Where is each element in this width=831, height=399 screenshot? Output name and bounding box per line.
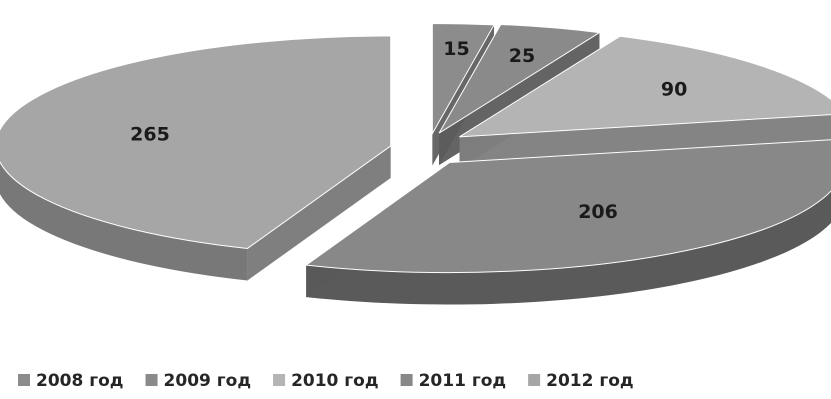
legend-swatch xyxy=(400,374,413,386)
legend-item-3: 2010 год xyxy=(273,371,379,391)
data-label-5: 265 xyxy=(130,123,170,145)
legend-swatch xyxy=(18,374,30,386)
pie-slice-top xyxy=(438,23,601,134)
legend-swatch xyxy=(273,374,286,386)
pie-slice-side xyxy=(0,161,248,281)
data-label-1: 15 xyxy=(443,38,469,60)
pie-slice-top xyxy=(459,35,831,138)
legend-item-2: 2009 год xyxy=(145,371,252,391)
legend-label: 2009 год xyxy=(164,371,252,391)
pie-slice-cut xyxy=(459,114,831,169)
pie-slice-cut xyxy=(247,145,391,281)
data-label-4: 206 xyxy=(578,201,618,223)
legend-label: 2012 год xyxy=(546,371,634,391)
pie-slice-3 xyxy=(459,35,831,169)
legend-item-5: 2012 год xyxy=(528,371,634,391)
pie-slice-top xyxy=(0,35,392,249)
pie-slice-top xyxy=(431,23,495,136)
data-label-3: 90 xyxy=(661,78,687,100)
legend-item-1: 2008 год xyxy=(18,371,124,391)
legend-swatch xyxy=(145,374,158,386)
legend-label: 2011 год xyxy=(419,371,507,391)
pie-slice-side xyxy=(306,190,831,305)
legend-swatch xyxy=(528,374,541,386)
legend-item-4: 2011 год xyxy=(400,371,507,391)
data-label-2: 25 xyxy=(509,45,535,67)
legend-label: 2008 год xyxy=(36,371,124,391)
legend-label: 2010 год xyxy=(291,371,379,391)
pie-slice-top xyxy=(304,139,831,274)
pie-slice-5 xyxy=(0,35,392,281)
pie-slice-4 xyxy=(304,139,831,305)
